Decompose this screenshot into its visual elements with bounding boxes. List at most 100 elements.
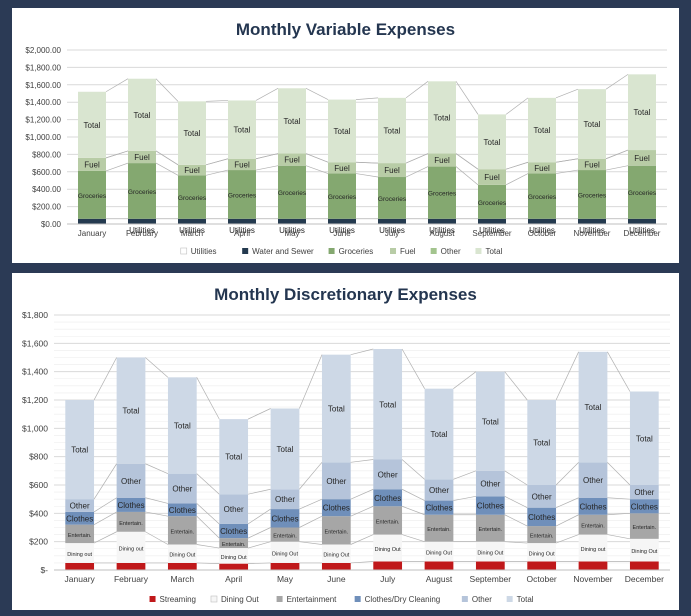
bar-other xyxy=(219,494,249,524)
series-connector xyxy=(505,161,529,170)
bar-streaming xyxy=(321,562,351,570)
bar-dining-out xyxy=(527,543,557,562)
discretionary-expenses-chart: $- $200 $400 $600 $800 $1,000 $1,200 $1,400 $1,6… xyxy=(22,310,670,604)
segment-label: Other xyxy=(326,477,346,486)
segment-label: Entertain. xyxy=(427,527,451,533)
bar-dining-out xyxy=(424,541,454,562)
y-tick-label: $1,400.00 xyxy=(25,98,61,107)
bar-total xyxy=(629,391,659,485)
bar-clothes-dry-cleaning xyxy=(321,499,351,517)
segment-label: Total xyxy=(431,430,448,439)
series-connector xyxy=(605,149,629,160)
segment-label: Total xyxy=(71,446,88,455)
variable-expenses-title: Monthly Variable Expenses xyxy=(235,20,456,39)
segment-label: Clothes xyxy=(528,513,555,522)
segment-label: Dining Out xyxy=(221,555,247,561)
bar-fuel xyxy=(178,164,206,176)
segment-label: Fuel xyxy=(134,153,150,162)
bar-fuel xyxy=(228,158,256,171)
segment-label: Utilities xyxy=(129,226,155,235)
series-connector xyxy=(299,515,323,528)
bar-total xyxy=(178,101,206,165)
series-connector xyxy=(350,459,374,463)
segment-label: Fuel xyxy=(384,166,400,175)
bar-entertainment xyxy=(65,524,95,544)
segment-label: Total xyxy=(636,434,653,443)
segment-label: Utilities xyxy=(379,226,405,235)
series-connector xyxy=(555,514,579,527)
bar-fuel xyxy=(528,162,556,174)
segment-label: Entertain. xyxy=(325,529,349,535)
series-connector xyxy=(196,503,220,525)
series-connector xyxy=(605,74,629,90)
legend-label: Clothes/Dry Cleaning xyxy=(365,595,441,604)
bar-groceries xyxy=(178,175,206,219)
segment-label: Fuel xyxy=(84,160,100,169)
bar-dining-out xyxy=(321,544,351,563)
bar-total xyxy=(278,88,306,154)
x-tick-label: January xyxy=(78,229,106,238)
bar-total xyxy=(528,97,556,163)
segment-label: Other xyxy=(224,505,244,514)
segment-label: Other xyxy=(634,488,654,497)
y-tick-label: $600 xyxy=(29,480,48,490)
bar-entertainment xyxy=(321,516,351,545)
segment-label: Other xyxy=(275,495,295,504)
bar-clothes-dry-cleaning xyxy=(578,497,608,515)
bar-other xyxy=(527,485,557,508)
bar-groceries xyxy=(78,170,106,219)
legend-swatch-groceries xyxy=(328,248,335,254)
bar-other xyxy=(116,463,146,498)
series-connector xyxy=(555,88,579,99)
segment-label: Total xyxy=(277,445,294,454)
segment-label: Total xyxy=(174,422,191,431)
series-connector xyxy=(455,166,479,186)
series-connector xyxy=(555,351,579,401)
legend-label: Other xyxy=(472,595,492,604)
series-connector xyxy=(305,165,329,174)
legend-swatch-streaming xyxy=(149,596,156,602)
series-connector xyxy=(605,165,629,171)
bar-clothes-dry-cleaning xyxy=(424,500,454,515)
series-connector xyxy=(248,562,271,564)
bar-groceries xyxy=(428,166,456,219)
series-connector xyxy=(350,505,374,517)
x-tick-label: March xyxy=(181,229,203,238)
y-tick-label: $1,200.00 xyxy=(25,116,61,125)
segment-label: Dining out xyxy=(581,547,606,553)
segment-label: Other xyxy=(429,486,449,495)
series-connector xyxy=(145,511,169,517)
segment-label: Clothes xyxy=(323,504,350,513)
segment-label: Groceries xyxy=(328,194,357,201)
x-tick-label: February xyxy=(126,229,158,238)
discretionary-expenses-title: Monthly Discretionary Expenses xyxy=(214,285,477,304)
segment-label: Utilities xyxy=(579,226,605,235)
bar-clothes-dry-cleaning xyxy=(167,503,197,517)
series-connector xyxy=(93,531,117,544)
bar-clothes-dry-cleaning xyxy=(629,499,659,514)
legend-swatch-entertainment xyxy=(276,596,283,602)
bar-clothes-dry-cleaning xyxy=(65,511,95,525)
x-tick-label: September xyxy=(470,574,512,584)
legend-label: Other xyxy=(441,247,461,256)
bar-total xyxy=(424,388,454,480)
bar-other xyxy=(321,462,351,500)
series-connector xyxy=(205,169,229,176)
segment-label: Dining Out xyxy=(323,553,349,559)
segment-label: Entertain. xyxy=(633,525,657,531)
x-tick-label: April xyxy=(225,574,242,584)
series-connector xyxy=(247,488,271,495)
segment-label: Entertain. xyxy=(273,534,297,540)
y-tick-label: $1,000 xyxy=(22,423,48,433)
discretionary-expenses-chart-panel: Monthly Discretionary Expenses $- $200 $40… xyxy=(12,273,679,610)
series-connector xyxy=(453,371,477,389)
y-tick-label: $400 xyxy=(29,508,48,518)
bar-streaming xyxy=(424,561,454,570)
bar-fuel xyxy=(278,153,306,166)
bar-groceries xyxy=(528,173,556,219)
segment-label: Total xyxy=(284,117,301,126)
series-connector xyxy=(504,514,528,527)
y-tick-label: $800.00 xyxy=(32,150,61,159)
bar-total xyxy=(78,91,106,158)
series-connector xyxy=(247,508,271,525)
